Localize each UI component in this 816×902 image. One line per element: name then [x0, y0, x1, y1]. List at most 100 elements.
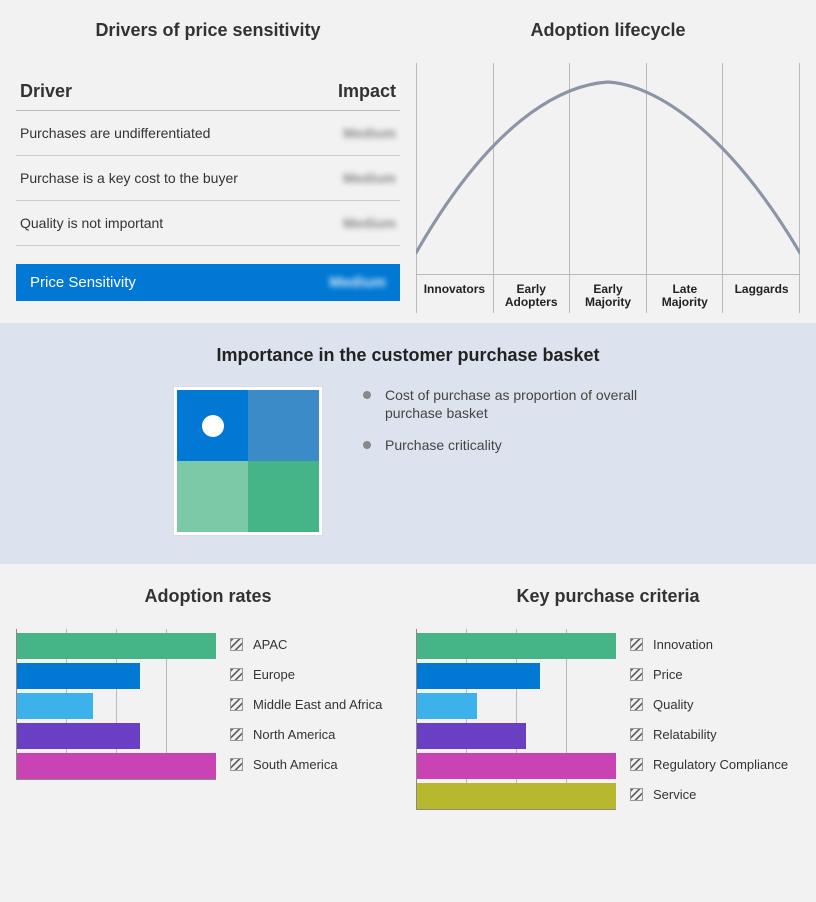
purchase-criteria-title: Key purchase criteria: [416, 586, 800, 607]
legend-swatch-icon: [630, 698, 643, 711]
quadrant-grid: [173, 386, 323, 536]
legend-item: APAC: [230, 629, 382, 659]
adoption-rates-panel: Adoption rates APAC Europe Middle East and…: [16, 586, 400, 810]
legend-label: Middle East and Africa: [253, 697, 382, 712]
legend-swatch-icon: [630, 728, 643, 741]
bar-row: [17, 693, 216, 719]
lifecycle-title: Adoption lifecycle: [416, 20, 800, 41]
quadrant-cell: [177, 390, 248, 461]
bar-row: [417, 663, 616, 689]
legend-item: Relatability: [630, 719, 788, 749]
purchase-criteria-legend: InnovationPriceQualityRelatabilityRegula…: [630, 629, 788, 810]
purchase-criteria-chart: InnovationPriceQualityRelatabilityRegula…: [416, 629, 800, 810]
quadrant-chart: [173, 386, 323, 536]
bar-fill: [17, 633, 216, 659]
legend-swatch-icon: [630, 788, 643, 801]
legend-label: Relatability: [653, 727, 717, 742]
drivers-summary-label: Price Sensitivity: [30, 274, 136, 291]
bar-row: [17, 753, 216, 779]
drivers-row: Quality is not important Medium: [16, 201, 400, 246]
legend-label: Service: [653, 787, 696, 802]
legend-label: Europe: [253, 667, 295, 682]
legend-swatch-icon: [630, 758, 643, 771]
legend-item: Europe: [230, 659, 382, 689]
drivers-header: Driver Impact: [16, 75, 400, 111]
quadrant-legend: Cost of purchase as proportion of overal…: [363, 386, 643, 469]
lifecycle-label: Innovators: [416, 283, 493, 309]
bar-row: [417, 633, 616, 659]
bar-row: [17, 723, 216, 749]
quadrant-cell: [177, 461, 248, 532]
legend-item: Quality: [630, 689, 788, 719]
drivers-panel: Drivers of price sensitivity Driver Impa…: [16, 20, 400, 313]
quadrant-cell: [248, 390, 319, 461]
legend-label: Regulatory Compliance: [653, 757, 788, 772]
driver-impact: Medium: [343, 125, 396, 141]
bar-row: [17, 633, 216, 659]
lifecycle-label: Early Majority: [570, 283, 647, 309]
legend-item: Innovation: [630, 629, 788, 659]
bar-fill: [417, 783, 616, 809]
lifecycle-label: Laggards: [723, 283, 800, 309]
top-row: Drivers of price sensitivity Driver Impa…: [0, 0, 816, 323]
drivers-title: Drivers of price sensitivity: [16, 20, 400, 41]
legend-swatch-icon: [630, 668, 643, 681]
legend-label: South America: [253, 757, 338, 772]
bar-fill: [417, 693, 477, 719]
bar-row: [417, 783, 616, 809]
lifecycle-curve-path: [416, 82, 800, 253]
lifecycle-chart: Innovators Early Adopters Early Majority…: [416, 63, 800, 313]
bar-row: [417, 693, 616, 719]
drivers-header-impact: Impact: [338, 81, 396, 102]
legend-swatch-icon: [230, 668, 243, 681]
lifecycle-label: Early Adopters: [493, 283, 570, 309]
legend-label: North America: [253, 727, 335, 742]
driver-label: Purchases are undifferentiated: [20, 125, 210, 141]
legend-label: Quality: [653, 697, 693, 712]
legend-item: South America: [230, 749, 382, 779]
legend-label: APAC: [253, 637, 287, 652]
drivers-row: Purchases are undifferentiated Medium: [16, 111, 400, 156]
bar-fill: [17, 693, 93, 719]
bar-fill: [17, 753, 216, 779]
lifecycle-labels: Innovators Early Adopters Early Majority…: [416, 283, 800, 309]
bar-fill: [17, 723, 140, 749]
purchase-criteria-panel: Key purchase criteria InnovationPriceQua…: [416, 586, 800, 810]
legend-label: Innovation: [653, 637, 713, 652]
quadrant-cell: [248, 461, 319, 532]
purchase-criteria-bars: [416, 629, 616, 810]
quadrant-title: Importance in the customer purchase bask…: [16, 345, 800, 366]
legend-item: Middle East and Africa: [230, 689, 382, 719]
lifecycle-label: Late Majority: [646, 283, 723, 309]
driver-label: Purchase is a key cost to the buyer: [20, 170, 238, 186]
lifecycle-curve: [416, 63, 800, 285]
bar-fill: [417, 753, 616, 779]
quadrant-legend-item: Purchase criticality: [363, 436, 643, 454]
legend-swatch-icon: [230, 758, 243, 771]
legend-swatch-icon: [230, 728, 243, 741]
driver-label: Quality is not important: [20, 215, 163, 231]
adoption-rates-title: Adoption rates: [16, 586, 400, 607]
driver-impact: Medium: [343, 215, 396, 231]
drivers-summary-impact: Medium: [329, 274, 386, 291]
legend-swatch-icon: [230, 638, 243, 651]
driver-impact: Medium: [343, 170, 396, 186]
drivers-row: Purchase is a key cost to the buyer Medi…: [16, 156, 400, 201]
bottom-row: Adoption rates APAC Europe Middle East and…: [0, 564, 816, 826]
drivers-table: Driver Impact Purchases are undifferenti…: [16, 75, 400, 301]
bar-fill: [417, 633, 616, 659]
bar-row: [17, 663, 216, 689]
bar-fill: [17, 663, 140, 689]
drivers-summary: Price Sensitivity Medium: [16, 264, 400, 301]
legend-item: North America: [230, 719, 382, 749]
bar-fill: [417, 723, 526, 749]
quadrant-body: Cost of purchase as proportion of overal…: [16, 386, 800, 536]
adoption-rates-bars: [16, 629, 216, 780]
bar-fill: [417, 663, 540, 689]
quadrant-dot: [202, 415, 224, 437]
quadrant-legend-item: Cost of purchase as proportion of overal…: [363, 386, 643, 422]
quadrant-panel: Importance in the customer purchase bask…: [0, 323, 816, 564]
bar-row: [417, 753, 616, 779]
lifecycle-panel: Adoption lifecycle Innovators Early Adop…: [416, 20, 800, 313]
legend-swatch-icon: [630, 638, 643, 651]
